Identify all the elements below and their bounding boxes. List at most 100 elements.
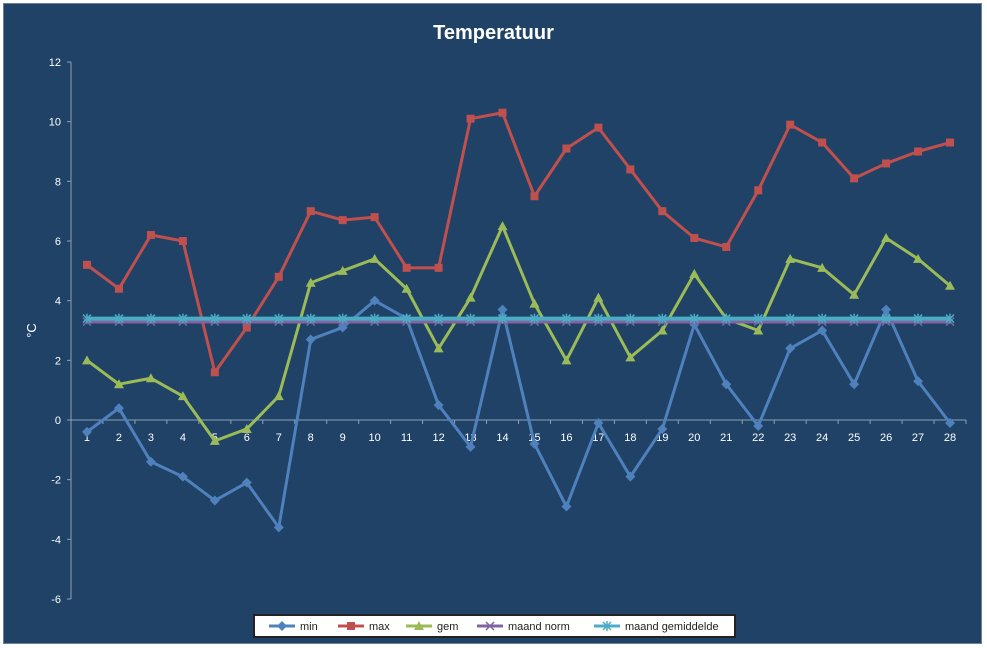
- point-min: [465, 441, 476, 452]
- point-maand-gemiddelde: [242, 313, 252, 324]
- chart-frame: Temperatuur -6-4-2024681012°C12345678910…: [3, 3, 982, 644]
- point-maand-gemiddelde: [689, 313, 699, 324]
- point-maand-gemiddelde: [561, 313, 571, 324]
- point-max: [914, 147, 923, 156]
- x-tick-label: 14: [496, 432, 508, 444]
- point-min: [529, 438, 540, 449]
- y-tick-label: 10: [49, 117, 61, 129]
- point-maand-gemiddelde: [593, 313, 603, 324]
- point-max: [786, 120, 795, 129]
- point-maand-gemiddelde: [849, 313, 859, 324]
- series-min: [81, 295, 956, 533]
- point-maand-gemiddelde: [82, 313, 92, 324]
- point-maand-gemiddelde: [881, 313, 891, 324]
- point-min: [881, 304, 892, 315]
- point-gem: [81, 355, 92, 365]
- legend-marker: [347, 622, 355, 630]
- point-gem: [401, 283, 412, 293]
- point-min: [625, 471, 636, 482]
- point-max: [626, 165, 635, 174]
- x-tick-label: 25: [848, 432, 860, 444]
- point-gem: [817, 262, 828, 272]
- point-gem: [273, 391, 284, 401]
- y-tick-label: 4: [55, 296, 61, 308]
- point-gem: [113, 379, 124, 389]
- point-max: [306, 207, 315, 216]
- x-tick-label: 1: [84, 432, 90, 444]
- x-tick-label: 7: [276, 432, 282, 444]
- point-max: [818, 138, 827, 147]
- point-gem: [785, 253, 796, 263]
- chart-title: Temperatuur: [433, 22, 554, 44]
- x-tick-label: 2: [116, 432, 122, 444]
- point-maand-gemiddelde: [753, 313, 763, 324]
- y-tick-label: 12: [49, 57, 61, 69]
- point-max: [594, 123, 603, 132]
- x-tick-label: 6: [244, 432, 250, 444]
- series-line-max: [86, 111, 951, 374]
- legend-label: min: [300, 621, 318, 633]
- series-line-min: [86, 299, 952, 529]
- point-max: [754, 186, 763, 195]
- point-gem: [561, 355, 572, 365]
- x-tick-label: 26: [880, 432, 892, 444]
- point-min: [849, 379, 860, 390]
- x-tick-label: 24: [816, 432, 828, 444]
- point-gem: [337, 265, 348, 275]
- point-maand-gemiddelde: [785, 313, 795, 324]
- y-tick-label: -2: [51, 475, 61, 487]
- point-min: [145, 456, 156, 467]
- point-gem: [945, 280, 956, 290]
- point-min: [305, 334, 316, 345]
- point-gem: [913, 253, 924, 263]
- point-maand-gemiddelde: [402, 313, 412, 324]
- legend-label: max: [369, 621, 390, 633]
- point-maand-gemiddelde: [434, 313, 444, 324]
- point-min: [81, 426, 92, 437]
- legend-item-maand-gemiddelde: maand gemiddelde: [594, 621, 719, 633]
- legend-marker: [414, 621, 424, 630]
- y-tick-label: 6: [55, 236, 61, 248]
- point-gem: [305, 277, 316, 287]
- point-max: [370, 213, 379, 222]
- point-gem: [593, 292, 604, 302]
- chart-plot: -6-4-2024681012°C12345678910111213141516…: [24, 57, 967, 606]
- point-max: [466, 114, 475, 123]
- point-maand-gemiddelde: [370, 313, 380, 324]
- x-tick-label: 11: [401, 432, 412, 444]
- point-gem: [497, 221, 508, 231]
- point-min: [241, 477, 252, 488]
- legend-marker: [485, 621, 495, 631]
- point-max: [946, 138, 955, 147]
- point-max: [82, 260, 91, 269]
- point-maand-gemiddelde: [817, 313, 827, 324]
- y-tick-label: 0: [55, 415, 61, 427]
- point-gem: [369, 253, 380, 263]
- legend-label: gem: [437, 621, 458, 633]
- point-maand-gemiddelde: [146, 313, 156, 324]
- legend-label: maand gemiddelde: [625, 621, 719, 633]
- point-max: [498, 108, 507, 117]
- series-max: [82, 108, 955, 377]
- point-min: [657, 423, 668, 434]
- point-min: [785, 343, 796, 354]
- y-tick-label: -4: [51, 534, 61, 546]
- point-min: [913, 376, 924, 387]
- point-maand-gemiddelde: [945, 313, 955, 324]
- point-maand-gemiddelde: [657, 313, 667, 324]
- point-max: [434, 263, 443, 272]
- point-maand-gemiddelde: [210, 313, 220, 324]
- point-min: [113, 403, 124, 414]
- point-min: [817, 325, 828, 336]
- point-maand-gemiddelde: [274, 313, 284, 324]
- y-tick-label: 2: [55, 355, 61, 367]
- point-min: [721, 379, 732, 390]
- point-min: [497, 304, 508, 315]
- point-min: [945, 417, 956, 428]
- x-tick-label: 21: [720, 432, 732, 444]
- legend-marker: [277, 621, 287, 631]
- point-gem: [145, 373, 156, 383]
- x-tick-label: 20: [688, 432, 700, 444]
- x-tick-label: 8: [308, 432, 314, 444]
- point-gem: [209, 435, 220, 445]
